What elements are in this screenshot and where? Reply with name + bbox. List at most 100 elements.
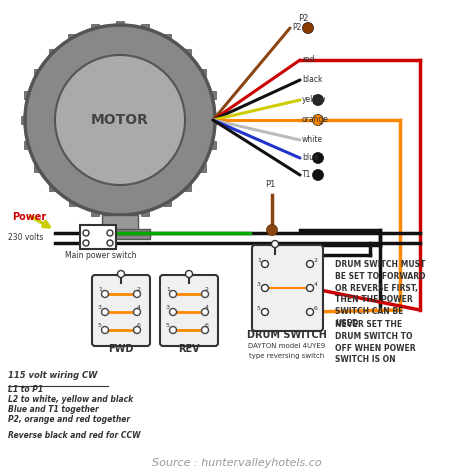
Text: FWD: FWD: [109, 344, 134, 354]
Bar: [164, 198, 172, 206]
Circle shape: [83, 240, 89, 246]
Text: 2: 2: [137, 287, 141, 292]
Text: Blue and T1 together: Blue and T1 together: [8, 405, 99, 414]
Text: DAYTON model 4UYE9: DAYTON model 4UYE9: [248, 343, 326, 349]
Bar: [49, 49, 57, 57]
Text: 5: 5: [166, 323, 170, 328]
Text: 2: 2: [205, 287, 209, 292]
Circle shape: [312, 170, 323, 181]
Circle shape: [307, 309, 313, 316]
Text: 3: 3: [98, 305, 102, 310]
Text: orange: orange: [302, 115, 329, 124]
Circle shape: [134, 327, 140, 334]
Text: P2: P2: [292, 22, 301, 31]
Text: P2, orange and red together: P2, orange and red together: [8, 415, 130, 424]
Bar: [141, 24, 148, 32]
Text: MOTOR: MOTOR: [91, 113, 149, 127]
Text: DRUM SWITCH MUST
BE SET TO FORWARD
OR REVERSE FIRST,
THEN THE POWER
SWITCH CAN B: DRUM SWITCH MUST BE SET TO FORWARD OR RE…: [335, 260, 426, 328]
Text: Source : huntervalleyhotels.co: Source : huntervalleyhotels.co: [152, 458, 322, 468]
Text: white: white: [302, 135, 323, 144]
Circle shape: [262, 284, 268, 292]
Text: 5: 5: [98, 323, 102, 328]
Bar: [34, 69, 42, 76]
Text: REV: REV: [178, 344, 200, 354]
Circle shape: [185, 271, 192, 277]
Circle shape: [307, 284, 313, 292]
Bar: [24, 141, 32, 148]
Text: 6: 6: [137, 323, 141, 328]
Bar: [183, 183, 191, 191]
Circle shape: [25, 25, 215, 215]
Text: 1: 1: [257, 258, 261, 263]
Circle shape: [107, 240, 113, 246]
Text: 4: 4: [137, 305, 141, 310]
Circle shape: [201, 309, 209, 316]
Circle shape: [101, 327, 109, 334]
FancyBboxPatch shape: [160, 275, 218, 346]
Text: 115 volt wiring CW: 115 volt wiring CW: [8, 371, 97, 380]
Text: DRUM SWITCH: DRUM SWITCH: [247, 330, 327, 340]
Text: 1: 1: [98, 287, 102, 292]
Circle shape: [262, 309, 268, 316]
Bar: [102, 215, 138, 233]
Circle shape: [312, 94, 323, 106]
Circle shape: [170, 291, 176, 298]
Bar: [211, 116, 219, 124]
Text: black: black: [302, 74, 322, 83]
FancyBboxPatch shape: [252, 245, 323, 331]
Bar: [208, 141, 216, 148]
Text: Main power switch: Main power switch: [65, 251, 137, 260]
Circle shape: [170, 327, 176, 334]
Circle shape: [170, 309, 176, 316]
Bar: [183, 49, 191, 57]
FancyBboxPatch shape: [92, 275, 150, 346]
Bar: [198, 69, 206, 76]
Circle shape: [262, 261, 268, 267]
Bar: [24, 91, 32, 100]
Circle shape: [302, 22, 313, 34]
Bar: [69, 198, 76, 206]
Text: 230 volts: 230 volts: [8, 233, 44, 242]
Bar: [208, 91, 216, 100]
Text: P2: P2: [298, 14, 309, 23]
Bar: [116, 211, 124, 219]
Circle shape: [312, 115, 323, 126]
Bar: [69, 34, 76, 42]
Circle shape: [83, 230, 89, 236]
Circle shape: [107, 230, 113, 236]
Circle shape: [201, 327, 209, 334]
Circle shape: [118, 271, 125, 277]
Text: red: red: [302, 55, 315, 64]
Bar: [49, 183, 57, 191]
Bar: [164, 34, 172, 42]
Text: 3: 3: [166, 305, 170, 310]
Bar: [91, 24, 100, 32]
Text: P1: P1: [265, 180, 275, 189]
Text: Power: Power: [12, 212, 46, 222]
Text: blue: blue: [302, 153, 319, 162]
Bar: [34, 164, 42, 172]
Text: 4: 4: [314, 282, 318, 287]
Circle shape: [55, 55, 185, 185]
Bar: [91, 208, 100, 216]
Text: 1: 1: [166, 287, 170, 292]
Bar: [21, 116, 29, 124]
Bar: [198, 164, 206, 172]
Text: type reversing switch: type reversing switch: [249, 353, 325, 359]
Text: 4: 4: [205, 305, 209, 310]
Circle shape: [134, 291, 140, 298]
Bar: [141, 208, 148, 216]
Text: L2 to white, yellow and black: L2 to white, yellow and black: [8, 395, 133, 404]
Circle shape: [272, 240, 279, 247]
Text: 6: 6: [205, 323, 209, 328]
Text: yellow: yellow: [302, 94, 327, 103]
Text: L1 to P1: L1 to P1: [8, 385, 43, 394]
Circle shape: [312, 153, 323, 164]
Circle shape: [307, 261, 313, 267]
Bar: [116, 21, 124, 29]
Text: 5: 5: [257, 306, 261, 311]
Circle shape: [134, 309, 140, 316]
Text: NEVER SET THE
DRUM SWITCH TO
OFF WHEN POWER
SWITCH IS ON: NEVER SET THE DRUM SWITCH TO OFF WHEN PO…: [335, 320, 416, 365]
Circle shape: [101, 291, 109, 298]
Bar: [80, 225, 116, 249]
